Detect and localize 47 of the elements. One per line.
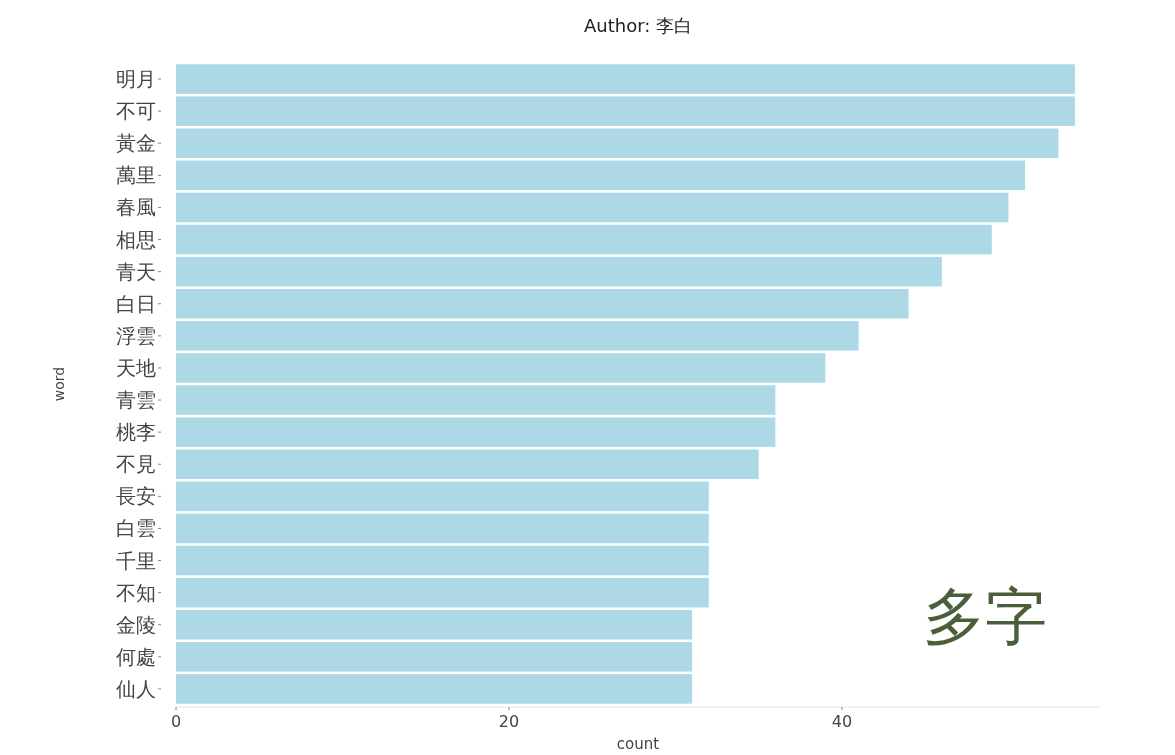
annotation: 多字 [923,580,1047,653]
bar [176,642,693,672]
bar [176,545,709,576]
y-tick-label: 青雲 [116,388,156,413]
x-tick-label: 0 [170,712,182,731]
bar [176,481,709,512]
bar [176,353,826,383]
bar [176,96,1076,126]
bar [176,577,709,608]
y-tick-label: 白雲 [116,516,156,541]
y-tick-label: 浮雲 [116,323,156,348]
bar [176,321,859,351]
y-tick-label: 相思 [116,227,156,252]
bar [176,417,776,447]
y-tick-label: 天地 [116,355,156,380]
chart-title: Author: 李白 [583,15,693,36]
y-tick-label: 白日 [116,291,156,316]
x-axis-title: count [616,735,660,753]
y-tick-label: 不知 [116,580,156,605]
bar [176,288,909,319]
y-tick-label: 青天 [116,259,156,284]
y-tick-label: 不見 [116,452,156,477]
y-tick-label: 黃金 [116,131,156,156]
y-tick-label: 金陵 [116,612,156,637]
bar [176,128,1059,159]
y-axis-title: word [51,366,67,402]
bar [176,385,776,415]
bar [176,224,992,255]
bar [176,160,1026,191]
bar [176,513,709,544]
bar [176,256,942,287]
y-tick-label: 不可 [116,99,156,124]
bar [176,64,1076,94]
y-tick-label: 萬里 [116,163,156,188]
bar [176,674,693,704]
bar [176,449,759,480]
y-tick-label: 千里 [116,548,156,573]
y-tick-label: 明月 [116,67,156,92]
y-tick-label: 桃李 [116,420,156,445]
bar [176,609,693,640]
x-tick-label: 20 [498,712,520,731]
y-tick-label: 仙人 [116,676,156,701]
y-tick-label: 春風 [116,195,156,220]
y-tick-label: 何處 [116,644,156,669]
bar [176,192,1009,223]
y-tick-label: 長安 [116,484,156,509]
x-tick-label: 40 [831,712,853,731]
